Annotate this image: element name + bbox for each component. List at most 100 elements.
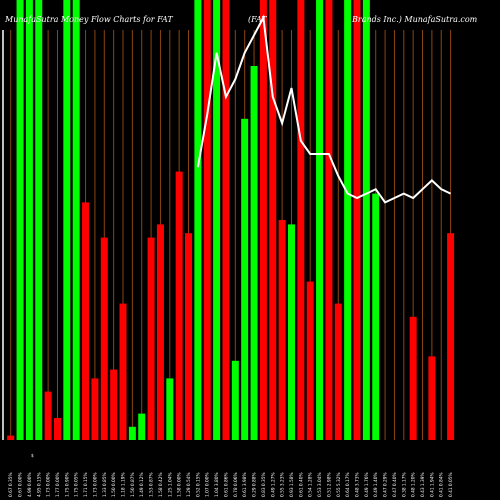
bar — [287, 224, 295, 440]
x-tick-label: 1.33 0.85% — [102, 472, 108, 497]
annotation-dollar: $ — [31, 453, 34, 459]
x-tick-label: 0.43 1.39% — [420, 472, 426, 497]
x-tick-label: 0.48 3.73% — [355, 472, 361, 497]
x-tick-label: 0.49 1.40% — [373, 472, 379, 497]
x-tick-label: 0.55 5.32% — [336, 472, 342, 497]
x-tick-label: 0.47 0.40% — [392, 472, 398, 497]
bar — [297, 0, 305, 440]
x-tick-label: 0.67 0.35% — [8, 472, 14, 497]
bar — [156, 224, 164, 440]
bar — [334, 303, 342, 440]
x-tick-label: 1.58 0.00% — [177, 472, 183, 497]
bar — [147, 237, 155, 440]
chart-title-left: MunafaSutra Money Flow Charts for FAT — [4, 15, 173, 24]
bar — [344, 0, 352, 440]
x-tick-label: 0.61 0.86% — [223, 472, 229, 497]
x-tick-label: 0.29 0.88% — [252, 472, 258, 497]
x-tick-label: 1.75 0.05% — [74, 472, 80, 497]
bar — [269, 0, 277, 440]
bar — [241, 118, 249, 441]
x-tick-label: 0.51 2.98% — [326, 472, 332, 497]
x-tick-label: 1.53 0.87% — [149, 472, 155, 497]
x-tick-label: 0.54 1.28% — [308, 472, 314, 497]
bar — [100, 237, 108, 440]
chart-title-mid: (FAT — [248, 15, 267, 24]
x-tick-label: 0.53 3.04% — [317, 472, 323, 497]
x-tick-label: 1.77 0.00% — [55, 472, 61, 497]
x-tick-label: 1.75 0.90% — [64, 472, 70, 497]
x-tick-label: 1.04 3.80% — [214, 472, 220, 497]
bar — [250, 66, 258, 440]
x-tick-label: 1.07 0.00% — [205, 472, 211, 497]
x-tick-label: 1.18 1.19% — [121, 472, 127, 497]
bar — [175, 171, 183, 440]
bar — [325, 0, 333, 440]
bar — [91, 378, 99, 440]
bar — [231, 360, 239, 440]
bar — [7, 435, 15, 440]
x-tick-label: 0.48 1.20% — [411, 472, 417, 497]
bar — [316, 0, 324, 440]
bars — [7, 0, 455, 441]
bar — [185, 233, 193, 440]
x-tick-label: 1.71 0.15% — [83, 472, 89, 497]
bar — [82, 202, 90, 440]
chart-title-right: Brands Inc.) MunafaSutra.com — [351, 15, 478, 24]
x-tick-label: 0.55 3.23% — [280, 472, 286, 497]
bar — [194, 0, 202, 440]
x-tick-label: 0.83 0.35% — [261, 472, 267, 497]
bar — [138, 413, 146, 440]
bar — [166, 378, 174, 440]
bar — [259, 0, 267, 440]
bar — [110, 369, 118, 440]
x-tick-label: 0.67 0.00% — [18, 472, 24, 497]
x-tick-label: 1.58 0.42% — [158, 472, 164, 497]
bar — [128, 426, 136, 440]
x-tick-label: 1.49 0.12% — [139, 472, 145, 497]
bar — [428, 356, 436, 440]
x-tick-label: 0.52 0.15% — [195, 472, 201, 497]
x-tick-label: 0.47 0.29% — [383, 472, 389, 497]
x-tick-label: 0.61 3.98% — [242, 472, 248, 497]
x-tick-label: 4.99 0.00% — [27, 472, 33, 497]
x-tick-label: 1.73 0.00% — [92, 472, 98, 497]
x-tick-label: 0.38 1.17% — [401, 472, 407, 497]
bar — [447, 233, 455, 440]
tick-labels: 0.67 0.35% 0.67 0.00% 4.99 0.00% 4.95 0.15%… — [8, 472, 454, 497]
bar — [409, 316, 417, 440]
x-tick-label: 0.41 0.05% — [448, 472, 454, 497]
bar — [44, 391, 52, 440]
bar — [72, 0, 80, 440]
x-tick-label: 0.49 1.76% — [364, 472, 370, 497]
bar — [53, 418, 61, 440]
x-tick-label: 1.29 0.54% — [186, 472, 192, 497]
x-tick-label: 0.41 1.94% — [429, 472, 435, 497]
bar — [306, 281, 314, 440]
x-tick-label: 0.49 1.27% — [270, 472, 276, 497]
price-line-layer — [196, 14, 452, 204]
x-tick-label: 0.93 1.58% — [289, 472, 295, 497]
bar — [362, 0, 370, 440]
x-tick-label: 1.50 0.87% — [130, 472, 136, 497]
bar — [372, 193, 380, 440]
price-line — [196, 14, 452, 204]
bar — [35, 0, 43, 440]
x-tick-label: 1.25 1.04% — [167, 472, 173, 497]
bar — [213, 0, 221, 440]
bar — [25, 0, 33, 440]
x-tick-label: 1.73 0.00% — [46, 472, 52, 497]
x-tick-label: 0.78 0.06% — [233, 472, 239, 497]
bar — [278, 220, 286, 440]
x-tick-label: 0.41 0.84% — [439, 472, 445, 497]
bar — [203, 0, 211, 440]
bar — [16, 0, 24, 440]
x-tick-label: 0.61 0.40% — [298, 472, 304, 497]
x-tick-label: 0.64 0.17% — [345, 472, 351, 497]
bar — [353, 0, 361, 440]
bar — [63, 0, 71, 440]
x-tick-label: 1.50 0.00% — [111, 472, 117, 497]
bar — [222, 0, 230, 440]
bar — [119, 303, 127, 440]
